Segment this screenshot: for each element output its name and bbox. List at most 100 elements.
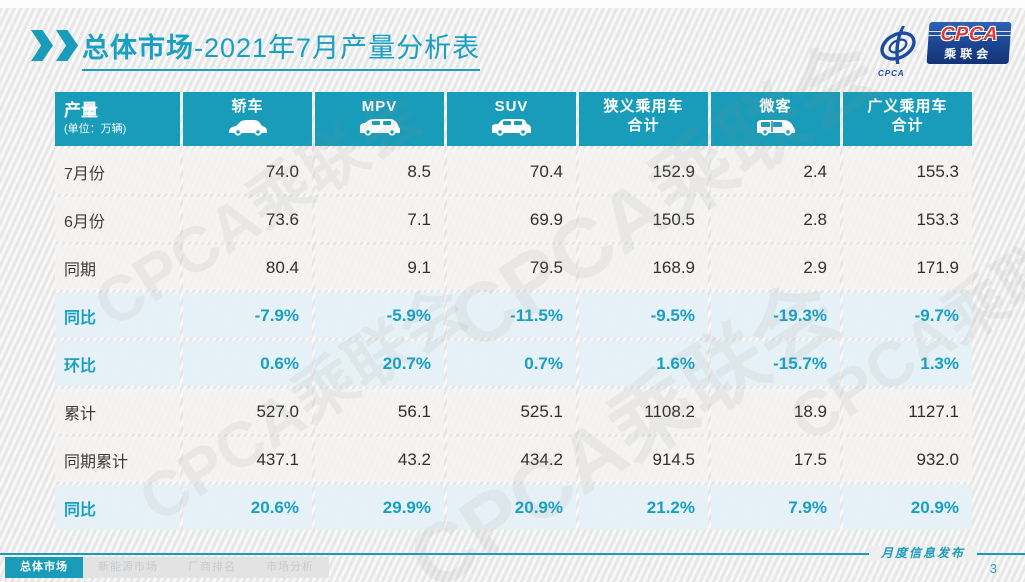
column-header-label: SUV [494, 98, 529, 115]
column-header: 微客 [711, 92, 840, 146]
cell-value: 155.3 [843, 149, 972, 194]
column-header-label2: 合计 [627, 117, 660, 134]
cell-value: -11.5% [447, 293, 576, 338]
cell-value: 20.9% [843, 485, 972, 530]
cell-value: 20.9% [447, 485, 576, 530]
corner-title: 产量 [64, 101, 98, 120]
column-header: MPV [315, 92, 444, 146]
tab-nev-market[interactable]: 新能源市场 [83, 557, 173, 578]
column-header: 轿车 [183, 92, 312, 146]
section-tabs: 总体市场 新能源市场 厂商排名 市场分析 [5, 557, 329, 578]
cell-value: 20.6% [183, 485, 312, 530]
cell-value: 1.6% [579, 341, 708, 386]
column-header: 狭义乘用车 合计 [579, 92, 708, 146]
suv-icon [490, 118, 534, 136]
top-strip [0, 0, 1025, 8]
row-label: 同期累计 [55, 437, 180, 482]
cell-value: 18.9 [711, 389, 840, 434]
footer-divider [0, 553, 1025, 555]
publication-label: 月度信息发布 [868, 546, 977, 561]
cell-value: 1127.1 [843, 389, 972, 434]
row-label: 累计 [55, 389, 180, 434]
chevron-icon [31, 30, 53, 61]
cell-value: -7.9% [183, 293, 312, 338]
cell-value: 2.9 [711, 245, 840, 290]
row-label: 同比 [55, 485, 180, 530]
cell-value: 527.0 [183, 389, 312, 434]
column-header: 广义乘用车 合计 [843, 92, 972, 146]
page-title-prefix: 总体市场 [82, 33, 194, 63]
cell-value: 0.7% [447, 341, 576, 386]
cell-value: 168.9 [579, 245, 708, 290]
cell-value: 0.6% [183, 341, 312, 386]
page-title-suffix: -2021年7月产量分析表 [194, 33, 481, 63]
tab-overall-market[interactable]: 总体市场 [5, 557, 83, 578]
cell-value: 9.1 [315, 245, 444, 290]
microvan-icon [755, 118, 797, 136]
cell-value: -9.7% [843, 293, 972, 338]
cell-value: -5.9% [315, 293, 444, 338]
production-table: 产量 (单位：万辆) 轿车 MPV SUV 狭义乘用车合计 微客 广义乘用车合计 7月份 74… [55, 92, 972, 530]
cell-value: 56.1 [315, 389, 444, 434]
page-title: 总体市场-2021年7月产量分析表 [82, 26, 481, 71]
tab-oem-ranking[interactable]: 厂商排名 [173, 557, 251, 578]
cell-value: 525.1 [447, 389, 576, 434]
cell-value: 17.5 [711, 437, 840, 482]
cell-value: -19.3% [711, 293, 840, 338]
chevron-icon [56, 30, 78, 61]
cell-value: 437.1 [183, 437, 312, 482]
cell-value: 43.2 [315, 437, 444, 482]
cpca-small-label: CPCA [878, 69, 905, 78]
cpca-badge-subtext: 乘联会 [943, 47, 993, 61]
cell-value: 152.9 [579, 149, 708, 194]
cell-value: 1.3% [843, 341, 972, 386]
row-label: 6月份 [55, 197, 180, 242]
cell-value: 2.8 [711, 197, 840, 242]
cell-value: 73.6 [183, 197, 312, 242]
cell-value: 1108.2 [579, 389, 708, 434]
cell-value: 914.5 [579, 437, 708, 482]
cell-value: 29.9% [315, 485, 444, 530]
cpca-badge-text: CPCA [939, 24, 1000, 45]
column-header-label: 微客 [759, 98, 792, 115]
cell-value: 7.9% [711, 485, 840, 530]
cell-value: 932.0 [843, 437, 972, 482]
cell-value: 20.7% [315, 341, 444, 386]
cell-value: -9.5% [579, 293, 708, 338]
column-header-label: MPV [361, 98, 398, 115]
double-chevron-icon [31, 30, 78, 61]
cell-value: 74.0 [183, 149, 312, 194]
sedan-icon [227, 118, 269, 136]
cell-value: 79.5 [447, 245, 576, 290]
column-header-label: 狭义乘用车 [603, 98, 684, 115]
column-header: SUV [447, 92, 576, 146]
cpca-logo: CPCA CPCA 乘联会 [872, 22, 1012, 78]
row-label: 同比 [55, 293, 180, 338]
cell-value: 2.4 [711, 149, 840, 194]
row-label: 环比 [55, 341, 180, 386]
cell-value: 153.3 [843, 197, 972, 242]
column-header-label: 广义乘用车 [867, 98, 948, 115]
cell-value: 7.1 [315, 197, 444, 242]
cell-value: 8.5 [315, 149, 444, 194]
cell-value: 69.9 [447, 197, 576, 242]
cell-value: 70.4 [447, 149, 576, 194]
cell-value: 21.2% [579, 485, 708, 530]
mpv-icon [358, 118, 402, 136]
cpca-ellipse-icon: CPCA [872, 22, 924, 78]
cell-value: 80.4 [183, 245, 312, 290]
cell-value: -15.7% [711, 341, 840, 386]
column-header-label: 轿车 [231, 98, 264, 115]
page-number: 3 [989, 561, 997, 576]
column-header-label2: 合计 [891, 117, 924, 134]
row-label: 7月份 [55, 149, 180, 194]
cell-value: 150.5 [579, 197, 708, 242]
cpca-badge: CPCA 乘联会 [926, 22, 1012, 64]
row-label: 同期 [55, 245, 180, 290]
table-corner-header: 产量 (单位：万辆) [55, 92, 180, 146]
tab-market-analysis[interactable]: 市场分析 [251, 557, 329, 578]
cell-value: 434.2 [447, 437, 576, 482]
cell-value: 171.9 [843, 245, 972, 290]
corner-unit: (单位：万辆) [64, 123, 127, 135]
